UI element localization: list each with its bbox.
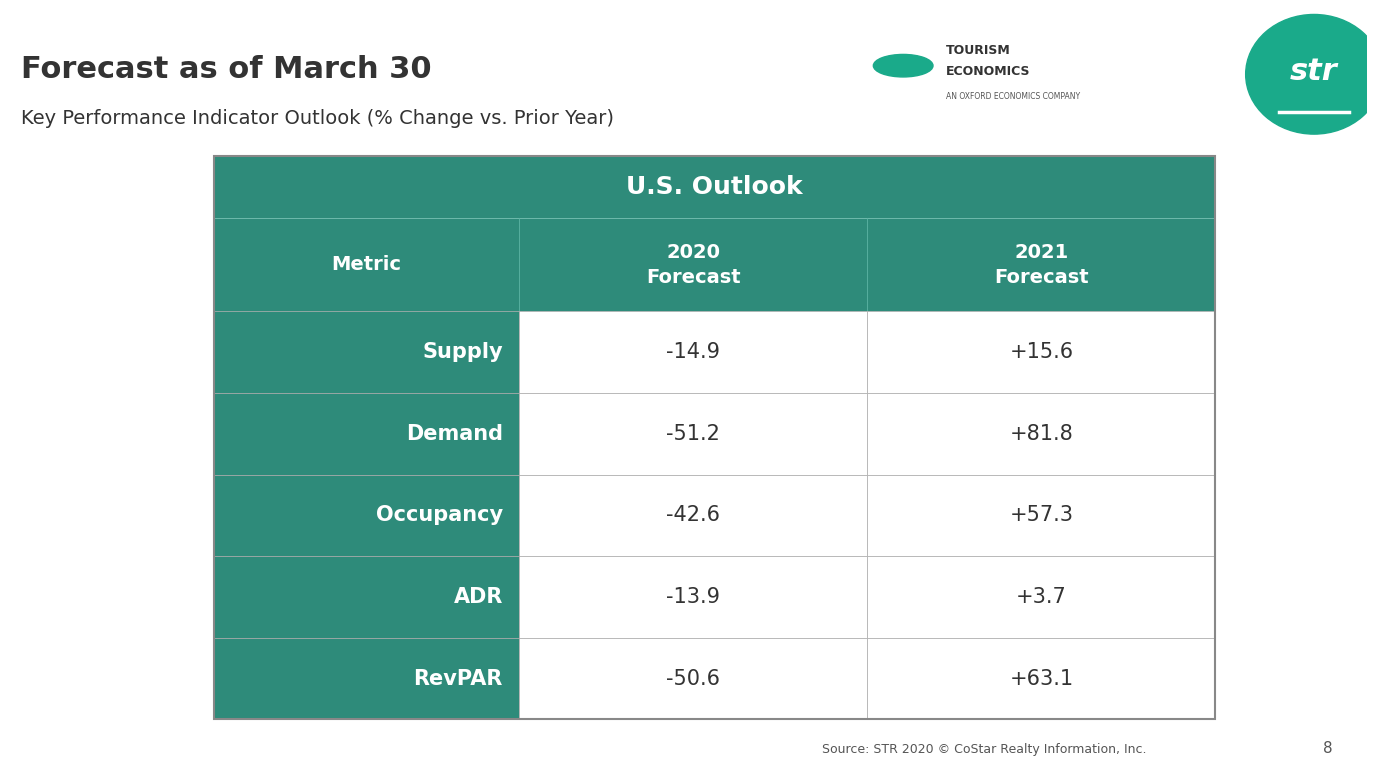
Circle shape bbox=[1246, 14, 1381, 134]
Text: TOURISM: TOURISM bbox=[946, 44, 1011, 57]
Text: 2021
Forecast: 2021 Forecast bbox=[994, 242, 1088, 287]
Text: -51.2: -51.2 bbox=[667, 424, 721, 443]
Text: U.S. Outlook: U.S. Outlook bbox=[627, 175, 802, 199]
Text: Metric: Metric bbox=[331, 255, 402, 274]
Text: Occupancy: Occupancy bbox=[376, 505, 503, 526]
Text: Demand: Demand bbox=[406, 424, 503, 443]
Text: Forecast as of March 30: Forecast as of March 30 bbox=[21, 55, 431, 84]
Text: +81.8: +81.8 bbox=[1010, 424, 1073, 443]
Text: -14.9: -14.9 bbox=[667, 342, 721, 362]
Text: ECONOMICS: ECONOMICS bbox=[946, 66, 1030, 78]
Text: +15.6: +15.6 bbox=[1010, 342, 1073, 362]
Text: str: str bbox=[1290, 57, 1338, 86]
Text: RevPAR: RevPAR bbox=[413, 669, 503, 689]
Text: +3.7: +3.7 bbox=[1016, 587, 1066, 607]
Text: Source: STR 2020 © CoStar Realty Information, Inc.: Source: STR 2020 © CoStar Realty Informa… bbox=[822, 743, 1146, 756]
Text: 2020
Forecast: 2020 Forecast bbox=[646, 242, 740, 287]
Text: -42.6: -42.6 bbox=[667, 505, 721, 526]
Text: +63.1: +63.1 bbox=[1010, 669, 1073, 689]
Text: STR: STR bbox=[684, 399, 986, 533]
Text: ADR: ADR bbox=[453, 587, 503, 607]
Text: Supply: Supply bbox=[423, 342, 503, 362]
Text: 8: 8 bbox=[1323, 741, 1333, 756]
Circle shape bbox=[873, 55, 934, 77]
Text: Key Performance Indicator Outlook (% Change vs. Prior Year): Key Performance Indicator Outlook (% Cha… bbox=[21, 109, 613, 128]
Text: -13.9: -13.9 bbox=[667, 587, 721, 607]
Text: -50.6: -50.6 bbox=[667, 669, 721, 689]
Text: +57.3: +57.3 bbox=[1010, 505, 1073, 526]
Text: AN OXFORD ECONOMICS COMPANY: AN OXFORD ECONOMICS COMPANY bbox=[946, 92, 1080, 102]
